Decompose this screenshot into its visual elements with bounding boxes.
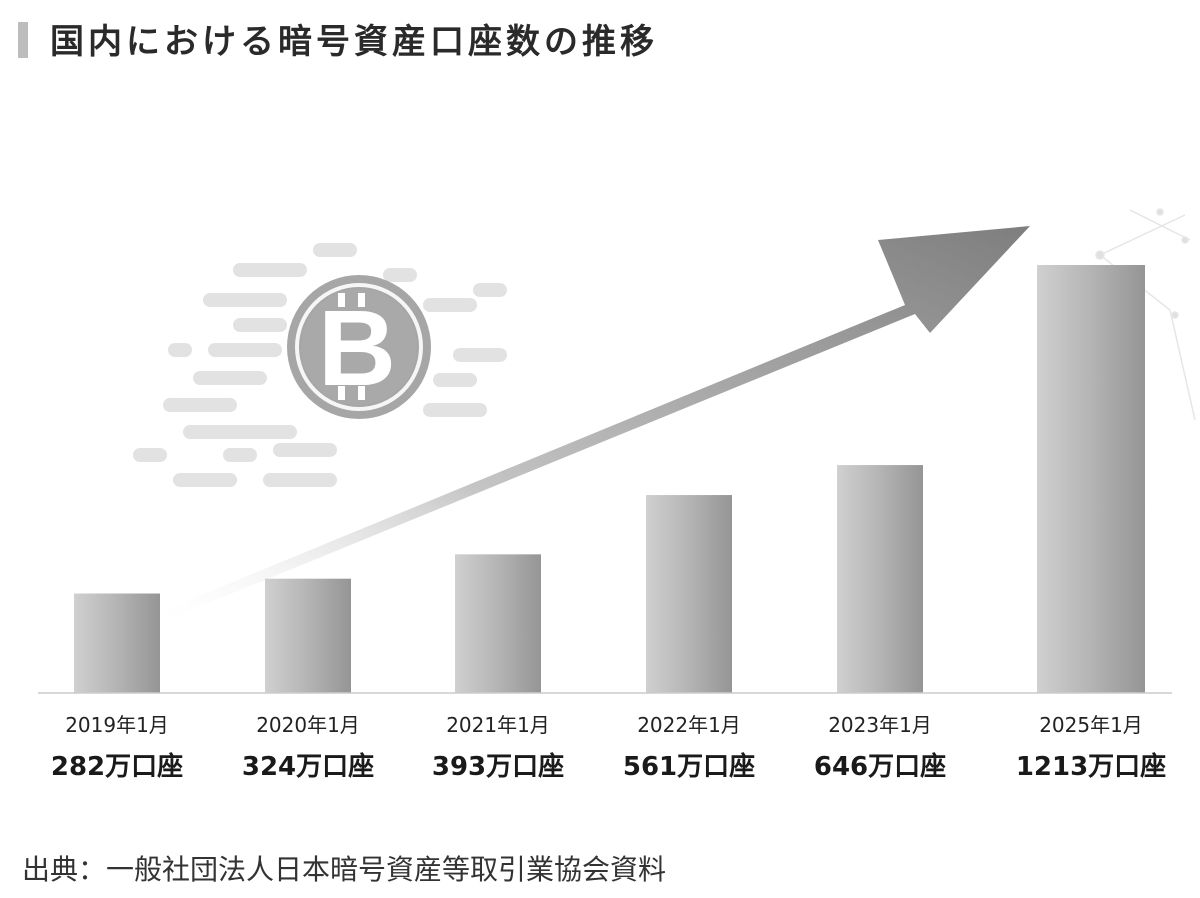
category-label-0: 2019年1月 (65, 713, 169, 737)
bitcoin-coin-icon: B (287, 275, 431, 419)
speed-lines-decoration (133, 243, 507, 487)
page-title: 国内における暗号資産口座数の推移 (50, 22, 658, 62)
category-label-4: 2023年1月 (828, 713, 932, 737)
category-label-2: 2021年1月 (446, 713, 550, 737)
bar-4 (837, 465, 923, 693)
svg-text:B: B (318, 287, 396, 408)
bar-1 (265, 578, 351, 693)
bar-2 (455, 554, 541, 693)
value-label-0: 282万口座 (51, 751, 183, 782)
labels-group: 2019年1月 282万口座 2020年1月 324万口座 2021年1月 393万口座 2… (51, 713, 1166, 782)
category-label-1: 2020年1月 (256, 713, 360, 737)
bar-3 (646, 495, 732, 693)
title-accent-bar (18, 22, 28, 58)
value-label-3: 561万口座 (623, 751, 755, 782)
upward-trend-arrow (160, 226, 1030, 618)
value-label-2: 393万口座 (432, 751, 564, 782)
bars-group (74, 265, 1145, 693)
network-decoration (1095, 208, 1196, 421)
bar-0 (74, 593, 160, 693)
category-label-5: 2025年1月 (1039, 713, 1143, 737)
source-note: 出典：一般社団法人日本暗号資産等取引業協会資料 (22, 853, 667, 886)
value-label-4: 646万口座 (814, 751, 946, 782)
value-label-5: 1213万口座 (1016, 751, 1166, 782)
value-label-1: 324万口座 (242, 751, 374, 782)
bar-5 (1037, 265, 1145, 693)
category-label-3: 2022年1月 (637, 713, 741, 737)
